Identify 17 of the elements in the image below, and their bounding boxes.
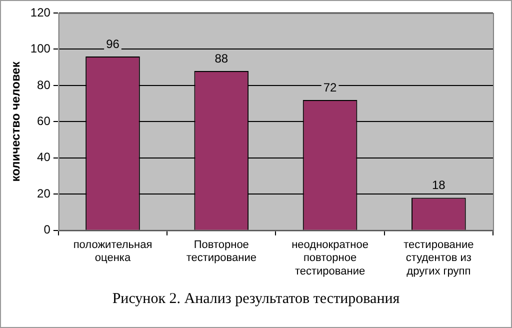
text: Рисунок 2. Анализ результатов тестирования bbox=[111, 291, 401, 308]
y-tick-label: 120 bbox=[30, 5, 51, 20]
x-tick-label: Повторное тестирование bbox=[186, 239, 256, 264]
data-label: 96 bbox=[106, 36, 120, 51]
y-tick-label: 0 bbox=[44, 222, 51, 237]
y-tick-label: 20 bbox=[37, 186, 51, 200]
data-label: 18 bbox=[432, 178, 446, 192]
x-tick-label: тестирование студентов из других групп bbox=[404, 239, 474, 278]
x-tick-label: неоднократное повторное тестирование bbox=[292, 239, 368, 278]
x-tick-label: положительная оценка bbox=[73, 239, 152, 264]
y-tick-label: 100 bbox=[30, 42, 51, 56]
y-tick-label: 80 bbox=[37, 78, 51, 92]
data-label: 72 bbox=[323, 80, 338, 94]
data-label: 88 bbox=[214, 51, 228, 66]
y-axis-title: количество человек bbox=[8, 60, 23, 182]
y-tick-label: 60 bbox=[37, 114, 51, 128]
y-tick-label: 40 bbox=[37, 150, 51, 164]
